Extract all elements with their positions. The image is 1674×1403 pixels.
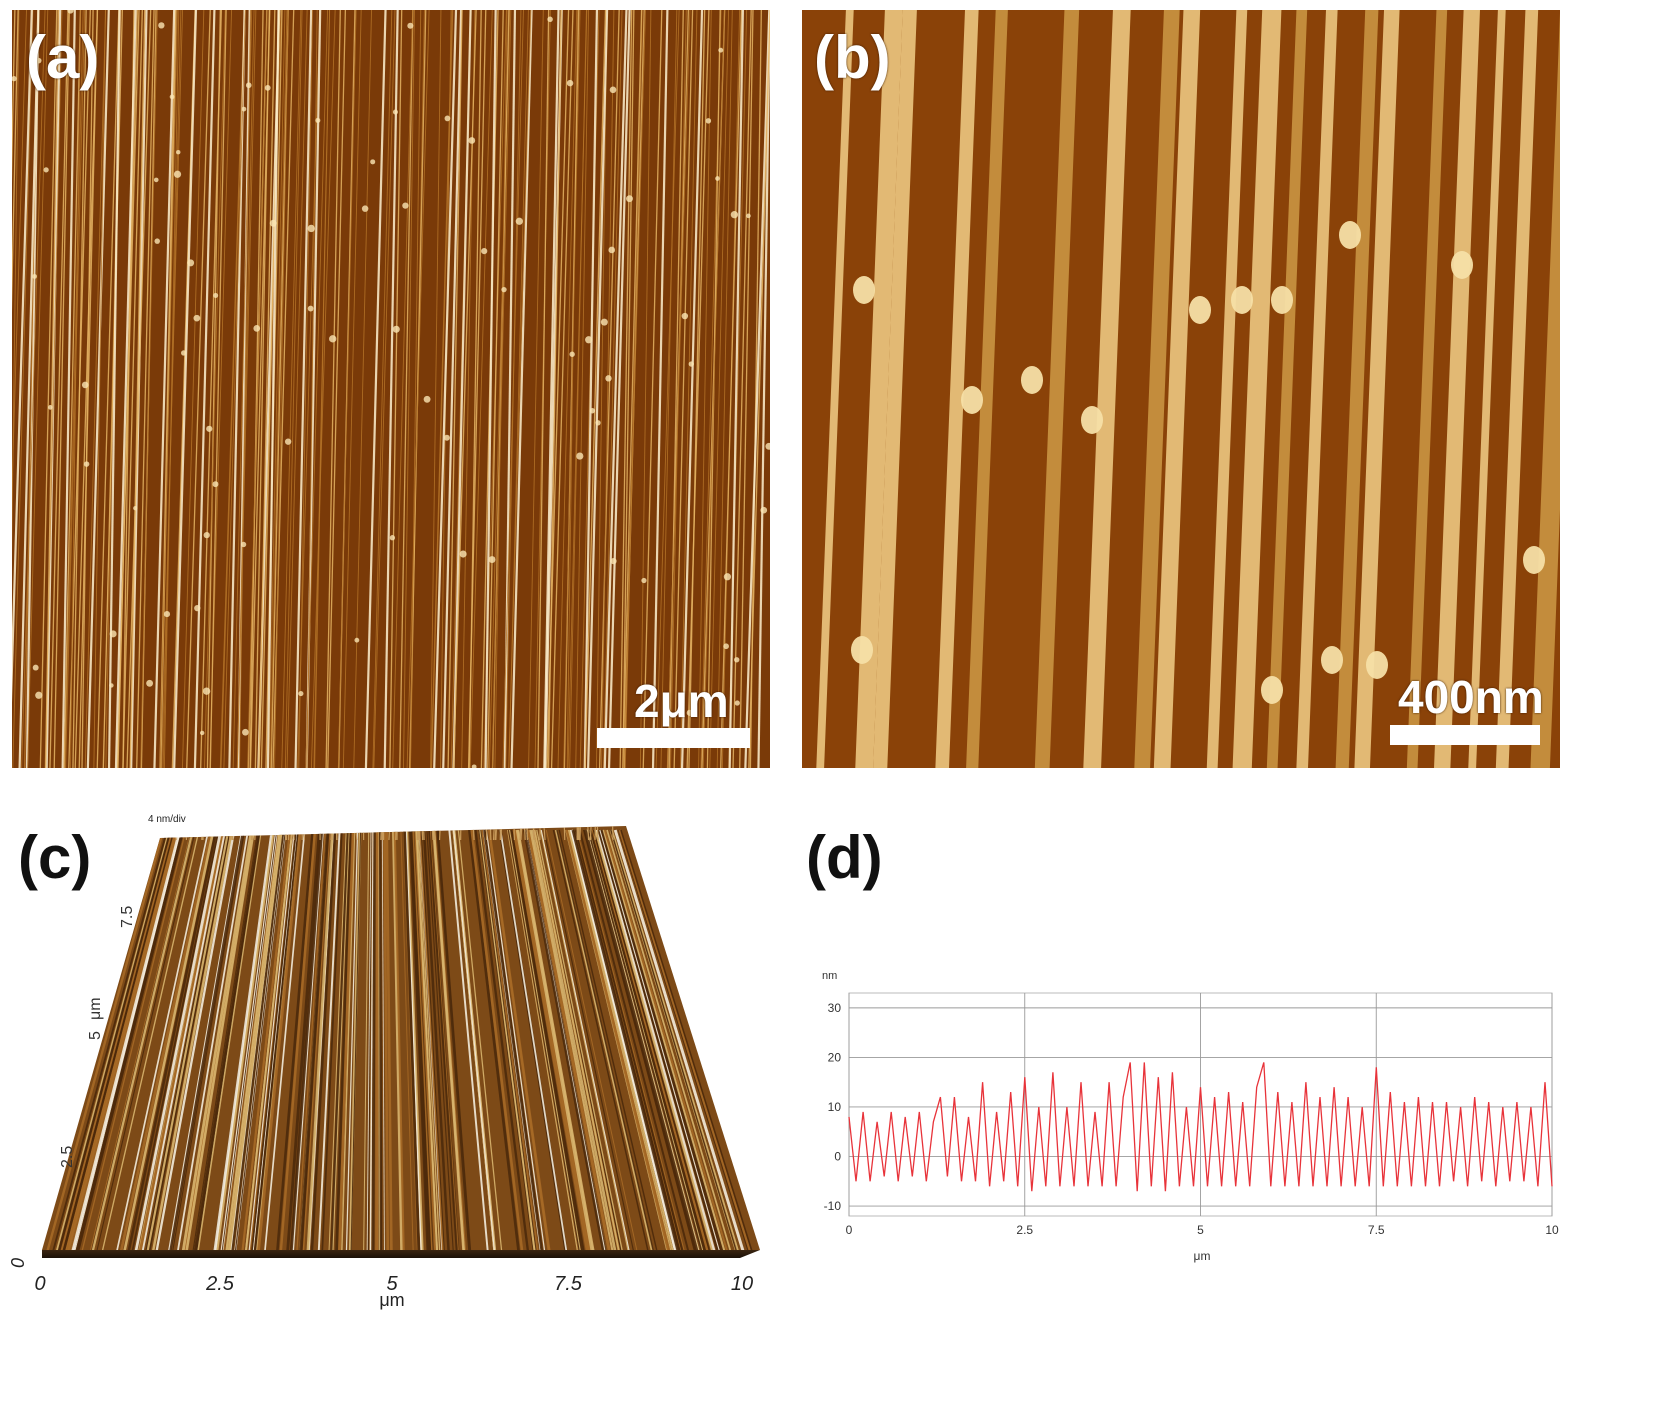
afm-b-wires [816,0,1580,783]
x-tick-label: 7.5 [1368,1223,1385,1237]
panel-a: (a) 2μm [0,7,773,770]
y-tick-5: 5 [87,1031,104,1040]
profile-series-line [848,1062,1553,1192]
panel-d: (d) -10 0 10 20 30 0 2.5 5 7.5 10 nm μm [800,800,1674,1400]
panel-a-label: (a) [26,24,100,91]
panel-d-label: (d) [806,824,883,891]
afm-image-a [0,7,773,770]
x-axis-label: μm [1194,1249,1211,1263]
y-tick-label: -10 [824,1199,842,1213]
afm-image-b [802,0,1580,783]
x-tick-2.5: 2.5 [205,1273,235,1295]
x-tick-5: 5 [386,1273,398,1295]
panel-b-scale-text: 400nm [1398,671,1544,723]
surface-base-edge [42,1250,760,1258]
panel-a-scale-bar [597,728,750,748]
panel-b: (b) 400nm [802,0,1580,783]
x-tick-label: 10 [1545,1223,1559,1237]
y-tick-label: 0 [834,1150,841,1164]
x-tick-0: 0 [34,1273,45,1295]
panel-b-label: (b) [814,24,891,91]
y-tick-label: 30 [828,1001,842,1015]
panel-b-scale-bar [1390,725,1540,745]
panel-c-label: (c) [18,824,92,891]
panel-a-scale-text: 2μm [634,675,729,727]
x-tick-10: 10 [731,1273,753,1295]
afm-a-wires [0,7,773,770]
height-profile-chart: -10 0 10 20 30 0 2.5 5 7.5 10 nm μm [822,970,1559,1263]
y-axis-label: nm [822,970,837,982]
y-tick-2.5: 2.5 [59,1146,76,1168]
y-tick-label: 10 [828,1100,842,1114]
y-tick-label: 20 [828,1050,842,1064]
y-axis-unit: μm [87,997,104,1020]
x-tick-7.5: 7.5 [554,1273,583,1295]
z-scale-label: 4 nm/div [148,814,186,825]
x-tick-label: 5 [1197,1223,1204,1237]
x-axis-label: μm [379,1290,404,1310]
origin-tick: 0 [8,1258,28,1268]
x-tick-label: 2.5 [1016,1223,1033,1237]
afm-3d-surface: 4 nm/div 7.5 μm 5 2.5 0 0 2.5 5 7.5 10 μ… [8,814,760,1310]
panel-c: (c) 4 nm/div 7.5 μm 5 2.5 0 0 2.5 5 7.5 … [0,800,800,1400]
x-tick-label: 0 [846,1223,853,1237]
y-tick-7.5: 7.5 [119,906,136,928]
